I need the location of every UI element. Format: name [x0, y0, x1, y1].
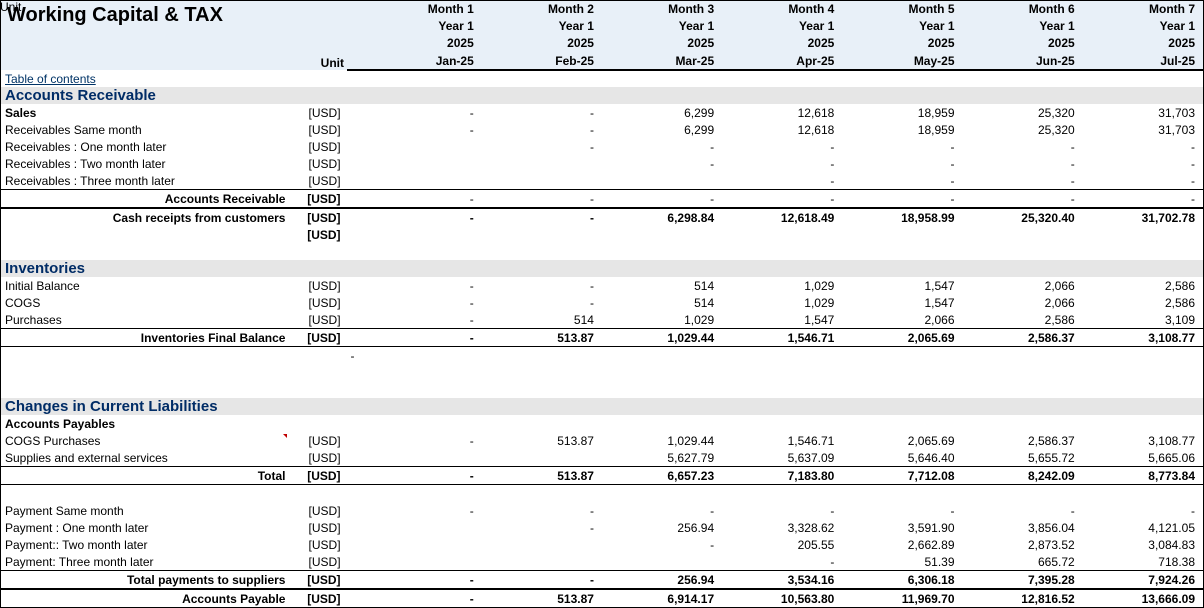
- row-ar-balance: Accounts Receivable: [1, 190, 291, 209]
- worksheet: Working Capital & TAX Month 1 Month 2 Mo…: [0, 0, 1204, 608]
- col-month-7: Month 7: [1083, 1, 1203, 18]
- row-pay-3m: Payment: Three month later: [1, 553, 291, 571]
- financial-table-body: Table of contents Accounts Receivable Sa…: [1, 70, 1203, 607]
- row-initial-balance: Initial Balance: [1, 277, 291, 294]
- section-current-liabilities: Changes in Current Liabilities: [1, 398, 1203, 415]
- row-recv-3m: Receivables : Three month later: [1, 172, 291, 190]
- row-pay-1m: Payment : One month later: [1, 519, 291, 536]
- col-month-2: Month 2: [482, 1, 602, 18]
- col-month-1: Month 1: [362, 1, 482, 18]
- row-cogs: COGS: [1, 294, 291, 311]
- col-month-6: Month 6: [963, 1, 1083, 18]
- subheader-accounts-payables: Accounts Payables: [1, 415, 291, 432]
- row-recv-same-month: Receivables Same month: [1, 121, 291, 138]
- unit-label: Unit: [300, 56, 344, 70]
- section-inventories: Inventories: [1, 260, 1203, 277]
- col-month-4: Month 4: [722, 1, 842, 18]
- col-month-3: Month 3: [602, 1, 722, 18]
- row-pay-same-month: Payment Same month: [1, 502, 291, 519]
- row-supplies-services: Supplies and external services: [1, 449, 291, 467]
- row-inv-final-balance: Inventories Final Balance: [1, 329, 291, 347]
- row-ap-balance: Accounts Payable: [1, 589, 291, 607]
- row-total-payments: Total payments to suppliers: [1, 571, 291, 590]
- row-recv-2m: Receivables : Two month later: [1, 155, 291, 172]
- financial-table: Working Capital & TAX Month 1 Month 2 Mo…: [1, 1, 1203, 71]
- row-sales: Sales: [1, 104, 291, 121]
- section-accounts-receivable: Accounts Receivable: [1, 87, 1203, 104]
- toc-link[interactable]: Table of contents: [1, 70, 291, 87]
- row-purchases: Purchases: [1, 311, 291, 329]
- row-pay-2m: Payment:: Two month later: [1, 536, 291, 553]
- row-cash-receipts: Cash receipts from customers: [1, 208, 291, 226]
- row-cogs-purchases: COGS Purchases: [1, 432, 291, 449]
- row-recv-1m: Receivables : One month later: [1, 138, 291, 155]
- row-ap-total: Total: [1, 467, 291, 485]
- col-month-5: Month 5: [842, 1, 962, 18]
- page-title: Working Capital & TAX: [1, 1, 347, 70]
